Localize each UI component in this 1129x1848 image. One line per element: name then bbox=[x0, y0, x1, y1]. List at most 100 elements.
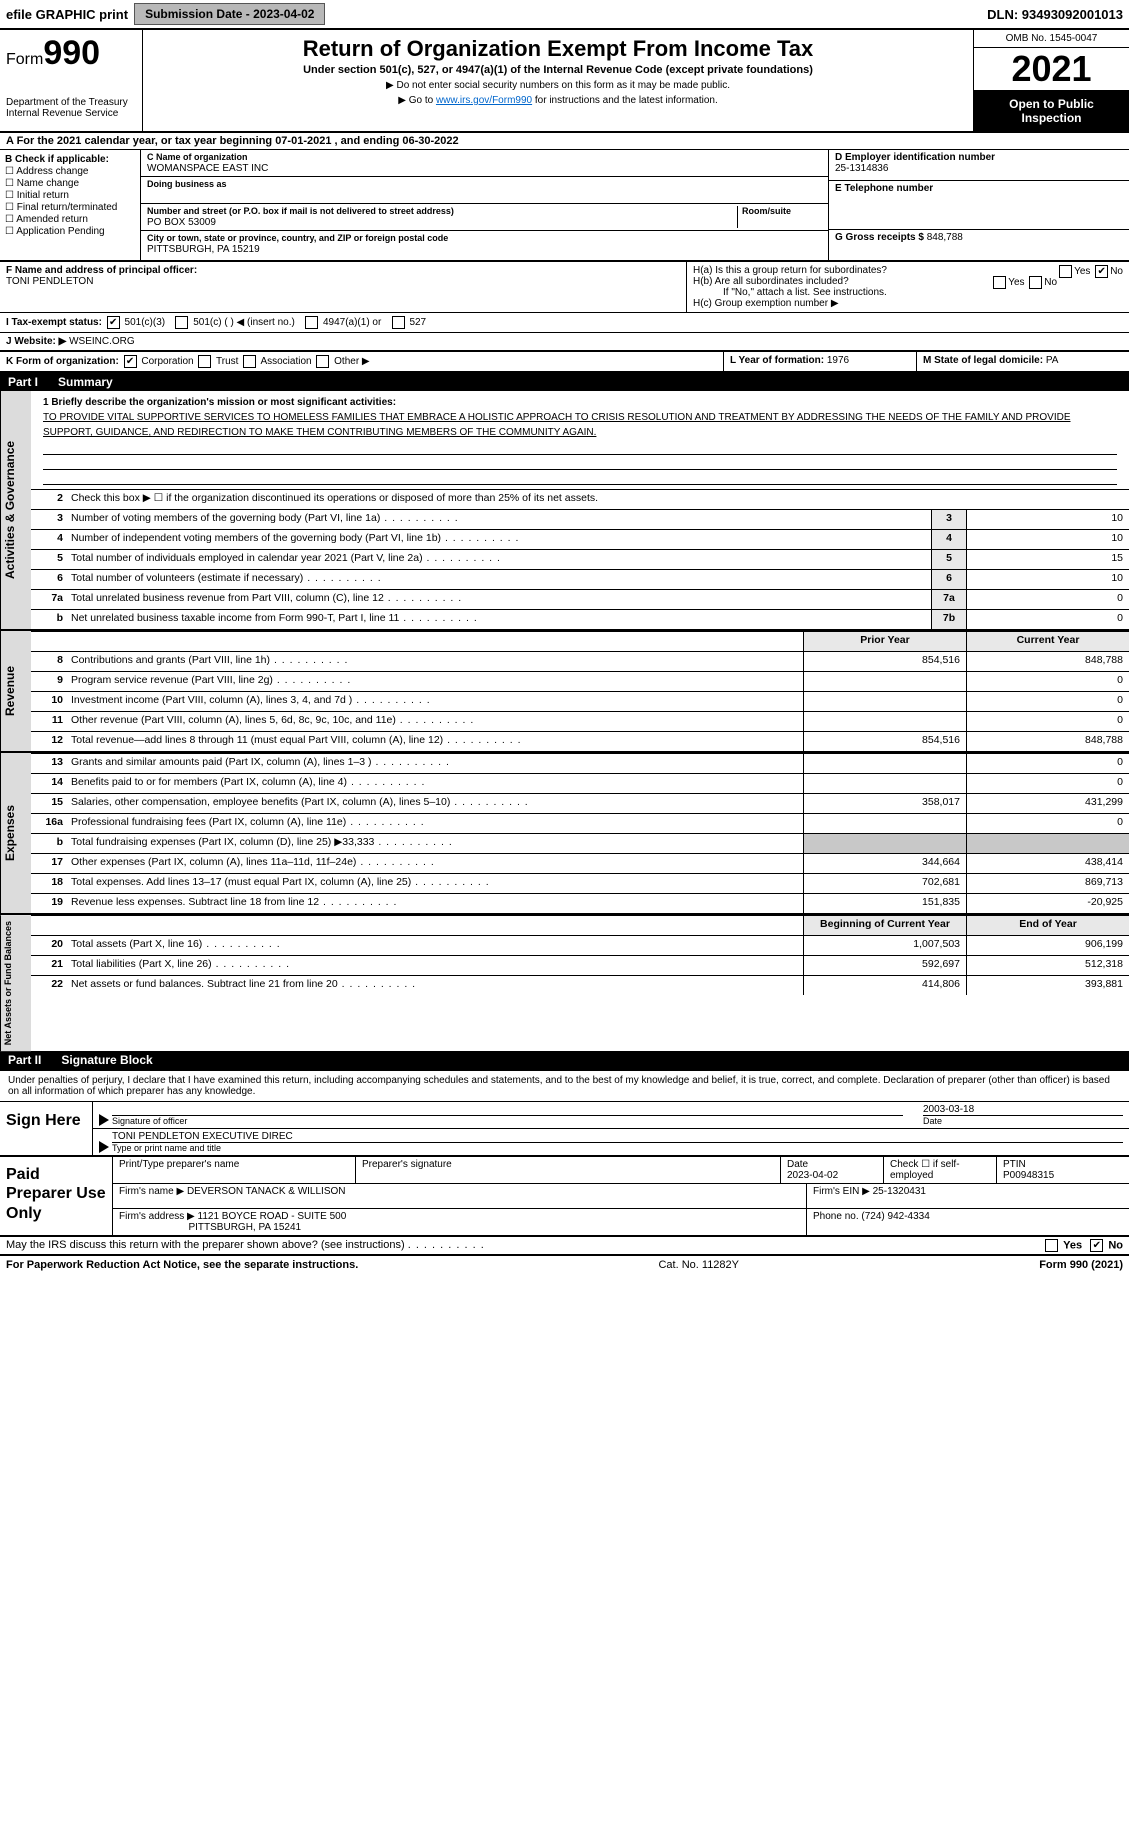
line-value: 10 bbox=[966, 570, 1129, 589]
chk-initial-return[interactable]: Initial return bbox=[5, 190, 135, 201]
form-title: Return of Organization Exempt From Incom… bbox=[149, 36, 967, 62]
submission-date-button[interactable]: Submission Date - 2023-04-02 bbox=[134, 3, 325, 25]
chk-501c3[interactable] bbox=[107, 316, 120, 329]
chk-name-change[interactable]: Name change bbox=[5, 178, 135, 189]
ha-no[interactable] bbox=[1095, 265, 1108, 278]
room-label: Room/suite bbox=[742, 206, 791, 216]
section-revenue: Revenue Prior Year Current Year 8 Contri… bbox=[0, 629, 1129, 751]
line-num: 19 bbox=[31, 894, 67, 913]
footer: For Paperwork Reduction Act Notice, see … bbox=[0, 1255, 1129, 1274]
line-text: Total assets (Part X, line 16) bbox=[67, 936, 803, 955]
discuss-yes[interactable] bbox=[1045, 1239, 1058, 1252]
section-activities-governance: Activities & Governance 1 Briefly descri… bbox=[0, 391, 1129, 629]
section-net-assets: Net Assets or Fund Balances Beginning of… bbox=[0, 913, 1129, 1051]
ph-date: 2023-04-02 bbox=[787, 1170, 838, 1181]
table-row: 4 Number of independent voting members o… bbox=[31, 529, 1129, 549]
prior-value bbox=[803, 814, 966, 833]
sign-here-row: Sign Here Signature of officer 2003-03-1… bbox=[0, 1101, 1129, 1155]
current-value: 0 bbox=[966, 814, 1129, 833]
prior-value: 358,017 bbox=[803, 794, 966, 813]
sig-declaration: Under penalties of perjury, I declare th… bbox=[0, 1071, 1129, 1101]
prior-value bbox=[803, 774, 966, 793]
firm-addr2: PITTSBURGH, PA 15241 bbox=[188, 1222, 301, 1233]
col-header-2: Beginning of Current Year End of Year bbox=[31, 915, 1129, 935]
goto-pre: ▶ Go to bbox=[398, 95, 436, 106]
chk-application[interactable]: Application Pending bbox=[5, 226, 135, 237]
irs-link[interactable]: www.irs.gov/Form990 bbox=[436, 95, 532, 106]
sig-name-row: TONI PENDLETON EXECUTIVE DIRECType or pr… bbox=[93, 1129, 1129, 1155]
org-name-label: C Name of organization bbox=[147, 152, 248, 162]
current-value: 0 bbox=[966, 692, 1129, 711]
line-text: Benefits paid to or for members (Part IX… bbox=[67, 774, 803, 793]
current-value: 0 bbox=[966, 754, 1129, 773]
chk-final-return[interactable]: Final return/terminated bbox=[5, 202, 135, 213]
line-num: 2 bbox=[31, 490, 67, 509]
line-num: 8 bbox=[31, 652, 67, 671]
top-toolbar: efile GRAPHIC print Submission Date - 20… bbox=[0, 0, 1129, 30]
dept-irs: Internal Revenue Service bbox=[6, 108, 136, 119]
line-value: 10 bbox=[966, 530, 1129, 549]
mission-block: 1 Briefly describe the organization's mi… bbox=[31, 391, 1129, 489]
signature-block: Under penalties of perjury, I declare th… bbox=[0, 1069, 1129, 1155]
chk-assoc[interactable] bbox=[243, 355, 256, 368]
chk-corp[interactable] bbox=[124, 355, 137, 368]
table-row: 7a Total unrelated business revenue from… bbox=[31, 589, 1129, 609]
current-value: 0 bbox=[966, 712, 1129, 731]
sig-date: 2003-03-18 bbox=[923, 1104, 974, 1115]
chk-amended[interactable]: Amended return bbox=[5, 214, 135, 225]
discuss-no[interactable] bbox=[1090, 1239, 1103, 1252]
paid-preparer-block: Paid Preparer Use Only Print/Type prepar… bbox=[0, 1155, 1129, 1237]
opt-4947: 4947(a)(1) or bbox=[323, 317, 381, 328]
website-label: J Website: ▶ bbox=[6, 336, 66, 347]
row-i: I Tax-exempt status: 501(c)(3) 501(c) ( … bbox=[0, 313, 1129, 333]
ha-yes[interactable] bbox=[1059, 265, 1072, 278]
line-num: b bbox=[31, 610, 67, 629]
prior-value: 592,697 bbox=[803, 956, 966, 975]
phone: (724) 942-4334 bbox=[861, 1211, 929, 1222]
line-num: 22 bbox=[31, 976, 67, 995]
hb-no[interactable] bbox=[1029, 276, 1042, 289]
mission-rule bbox=[43, 440, 1117, 455]
officer-name: TONI PENDLETON bbox=[6, 276, 93, 287]
form-prefix: Form bbox=[6, 51, 43, 68]
form-header: Form990 Department of the Treasury Inter… bbox=[0, 30, 1129, 133]
line-text: Investment income (Part VIII, column (A)… bbox=[67, 692, 803, 711]
exp-body: 13 Grants and similar amounts paid (Part… bbox=[31, 753, 1129, 913]
row-h: H(a) Is this a group return for subordin… bbox=[687, 262, 1129, 312]
current-value: 393,881 bbox=[966, 976, 1129, 995]
mission-rule bbox=[43, 455, 1117, 470]
chk-other[interactable] bbox=[316, 355, 329, 368]
hb-yes[interactable] bbox=[993, 276, 1006, 289]
yf-label: L Year of formation: bbox=[730, 355, 824, 366]
row-jk: J Website: ▶ WSEINC.ORG bbox=[0, 333, 1129, 352]
dots bbox=[408, 1239, 485, 1251]
prior-value bbox=[803, 692, 966, 711]
current-value: 906,199 bbox=[966, 936, 1129, 955]
ph-ptin-lbl: PTIN bbox=[1003, 1159, 1026, 1170]
table-row: 18 Total expenses. Add lines 13–17 (must… bbox=[31, 873, 1129, 893]
firm-name-row: Firm's name ▶ DEVERSON TANACK & WILLISON… bbox=[113, 1184, 1129, 1209]
efile-label: efile GRAPHIC print bbox=[6, 7, 128, 22]
line-text: Professional fundraising fees (Part IX, … bbox=[67, 814, 803, 833]
yf-value: 1976 bbox=[827, 355, 849, 366]
line-text: Grants and similar amounts paid (Part IX… bbox=[67, 754, 803, 773]
firm-addr-row: Firm's address ▶ 1121 BOYCE ROAD - SUITE… bbox=[113, 1209, 1129, 1235]
dept-treasury: Department of the Treasury bbox=[6, 97, 136, 108]
mission-rule bbox=[43, 470, 1117, 485]
line-text: Total number of volunteers (estimate if … bbox=[67, 570, 931, 589]
paid-label: Paid Preparer Use Only bbox=[0, 1157, 112, 1235]
chk-trust[interactable] bbox=[198, 355, 211, 368]
line-value: 15 bbox=[966, 550, 1129, 569]
mission-text: TO PROVIDE VITAL SUPPORTIVE SERVICES TO … bbox=[43, 410, 1117, 440]
header-middle: Return of Organization Exempt From Incom… bbox=[143, 30, 973, 131]
line-num: 3 bbox=[31, 510, 67, 529]
line-num: 15 bbox=[31, 794, 67, 813]
current-value: 848,788 bbox=[966, 652, 1129, 671]
chk-address-change[interactable]: Address change bbox=[5, 166, 135, 177]
chk-501c[interactable] bbox=[175, 316, 188, 329]
line-num: b bbox=[31, 834, 67, 853]
foot-right: Form 990 (2021) bbox=[1039, 1259, 1123, 1271]
chk-527[interactable] bbox=[392, 316, 405, 329]
chk-4947[interactable] bbox=[305, 316, 318, 329]
ha-yes-lbl: Yes bbox=[1074, 266, 1090, 277]
